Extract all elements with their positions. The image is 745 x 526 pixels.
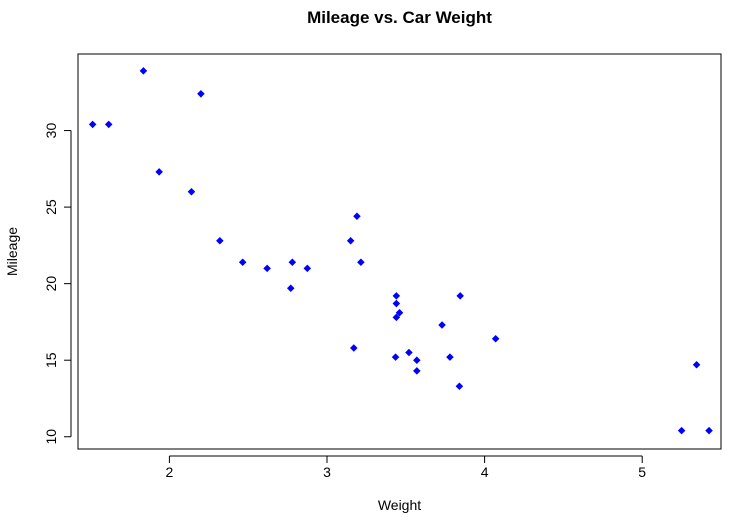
x-tick-label: 2 (166, 464, 174, 480)
data-point (677, 426, 686, 435)
data-point (392, 292, 401, 300)
data-point (405, 348, 413, 357)
data-point (392, 299, 401, 308)
data-point (238, 258, 247, 266)
data-point (353, 212, 361, 221)
x-axis-label: Weight (378, 497, 421, 513)
data-point (139, 67, 148, 75)
data-point (392, 313, 401, 322)
data-point (187, 188, 196, 196)
x-tick-label: 5 (638, 464, 646, 480)
data-point (391, 353, 400, 361)
data-point (491, 335, 500, 343)
y-tick-label: 15 (43, 352, 59, 368)
y-tick-label: 25 (43, 199, 59, 215)
data-point (456, 292, 464, 300)
data-point (286, 284, 295, 293)
y-tick-label: 10 (43, 429, 59, 445)
data-point (357, 258, 365, 266)
data-point (705, 426, 713, 435)
y-axis: 10 15 20 25 30 (43, 123, 72, 445)
x-tick-label: 4 (481, 464, 489, 480)
data-point (216, 237, 224, 245)
data-point (155, 168, 163, 176)
data-point (303, 264, 312, 273)
plot-area-border (77, 53, 722, 450)
data-point (413, 356, 421, 364)
x-tick-label: 3 (323, 464, 331, 480)
data-point (395, 308, 404, 317)
data-point (288, 258, 297, 266)
data-point (438, 321, 446, 329)
data-point (263, 264, 271, 273)
data-point (446, 353, 454, 361)
data-point (350, 344, 358, 352)
data-point (88, 120, 97, 129)
data-point (104, 120, 113, 129)
chart-title: Mileage vs. Car Weight (307, 8, 492, 27)
data-point (413, 367, 421, 375)
y-axis-label: Mileage (4, 227, 20, 276)
data-point (197, 90, 205, 98)
y-tick-label: 20 (43, 276, 59, 292)
data-points (88, 67, 713, 435)
y-tick-label: 30 (43, 123, 59, 139)
data-point (455, 382, 464, 390)
data-point (692, 361, 701, 369)
data-point (346, 237, 355, 245)
x-axis: 2 3 4 5 (166, 455, 646, 480)
